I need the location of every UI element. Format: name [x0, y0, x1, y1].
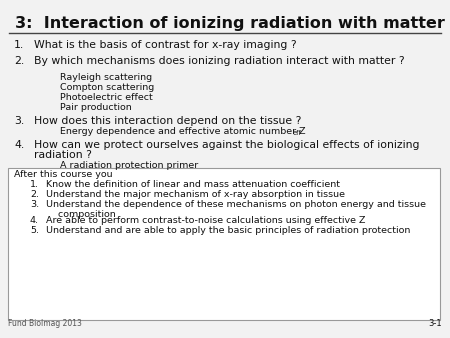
Text: Are able to perform contrast-to-noise calculations using effective Z: Are able to perform contrast-to-noise ca…: [46, 216, 365, 225]
Text: 2.: 2.: [30, 190, 39, 199]
Text: What is the basis of contrast for x-ray imaging ?: What is the basis of contrast for x-ray …: [34, 40, 297, 50]
Text: 1.: 1.: [30, 180, 39, 189]
Text: Understand the dependence of these mechanisms on photon energy and tissue
    co: Understand the dependence of these mecha…: [46, 200, 426, 219]
Text: How does this interaction depend on the tissue ?: How does this interaction depend on the …: [34, 116, 302, 126]
Text: 3.: 3.: [30, 200, 39, 209]
Text: radiation ?: radiation ?: [34, 150, 92, 160]
Text: Photoelectric effect: Photoelectric effect: [60, 93, 153, 102]
Text: 3-1: 3-1: [428, 319, 442, 328]
Text: 4.: 4.: [30, 216, 39, 225]
Text: 3.: 3.: [14, 116, 24, 126]
Text: eff: eff: [293, 130, 302, 136]
FancyBboxPatch shape: [8, 168, 440, 320]
Text: By which mechanisms does ionizing radiation interact with matter ?: By which mechanisms does ionizing radiat…: [34, 56, 405, 66]
Text: Rayleigh scattering: Rayleigh scattering: [60, 73, 152, 82]
Text: Compton scattering: Compton scattering: [60, 83, 154, 92]
Text: 1.: 1.: [14, 40, 24, 50]
Text: 3:  Interaction of ionizing radiation with matter: 3: Interaction of ionizing radiation wit…: [15, 16, 445, 31]
Text: After this course you: After this course you: [14, 170, 112, 179]
Text: 2.: 2.: [14, 56, 24, 66]
Text: Understand the major mechanism of x-ray absorption in tissue: Understand the major mechanism of x-ray …: [46, 190, 345, 199]
Text: Energy dependence and effective atomic number Z: Energy dependence and effective atomic n…: [60, 127, 306, 136]
Text: Fund BioImag 2013: Fund BioImag 2013: [8, 319, 82, 328]
Text: Know the definition of linear and mass attenuation coefficient: Know the definition of linear and mass a…: [46, 180, 340, 189]
Text: Pair production: Pair production: [60, 103, 132, 112]
Text: 5.: 5.: [30, 226, 39, 235]
Text: A radiation protection primer: A radiation protection primer: [60, 161, 198, 170]
Text: 4.: 4.: [14, 140, 24, 150]
Text: How can we protect ourselves against the biological effects of ionizing: How can we protect ourselves against the…: [34, 140, 419, 150]
Text: Understand and are able to apply the basic principles of radiation protection: Understand and are able to apply the bas…: [46, 226, 410, 235]
